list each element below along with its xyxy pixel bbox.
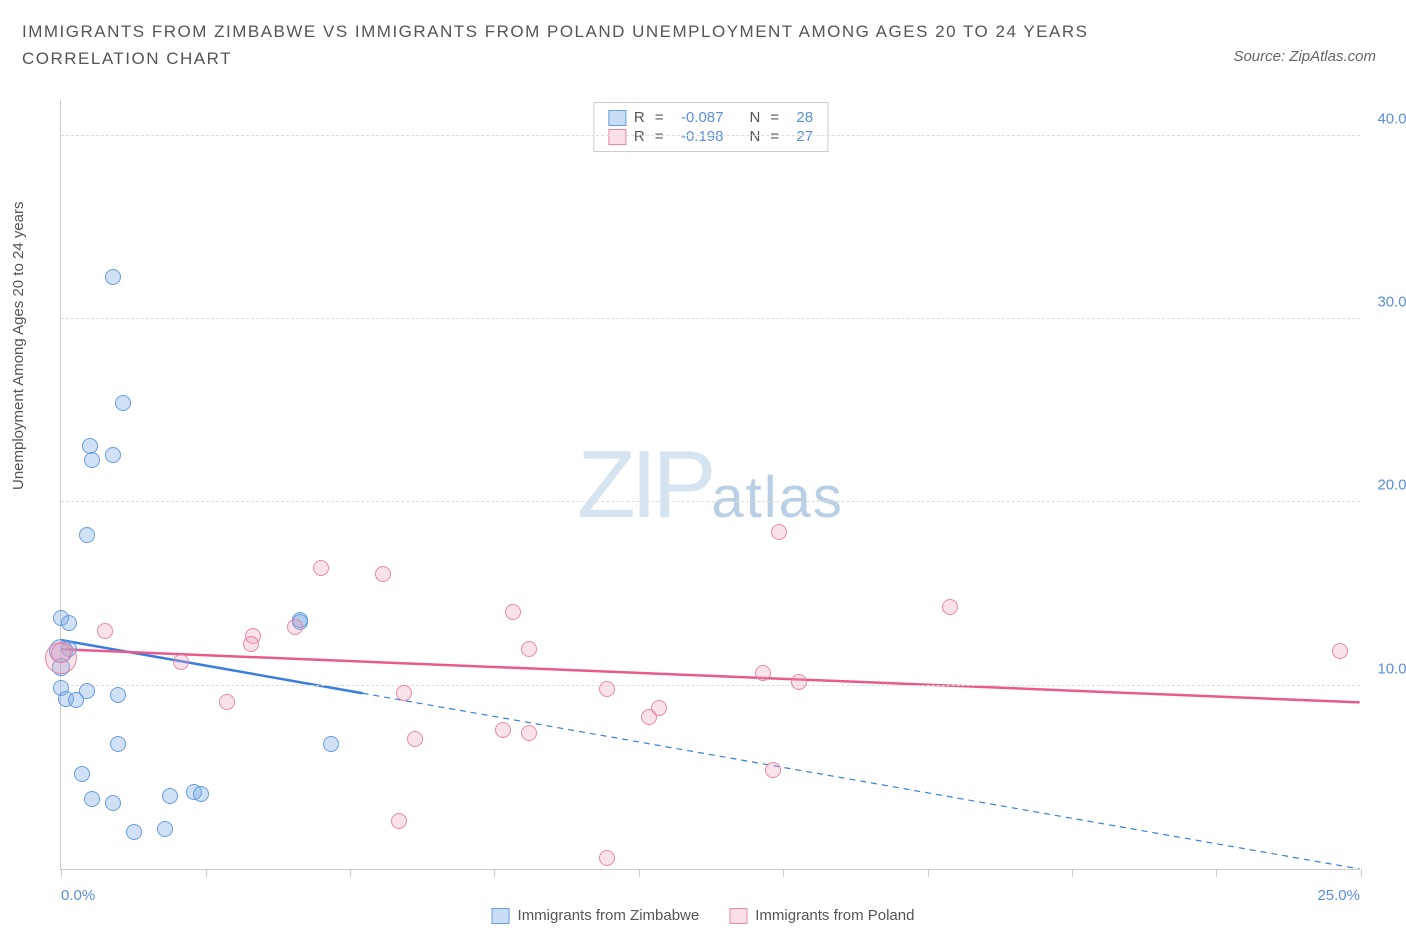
series-legend-item: Immigrants from Zimbabwe	[492, 907, 700, 924]
trend-line-solid	[61, 649, 1359, 702]
xtick	[350, 869, 351, 877]
data-point	[193, 786, 209, 802]
data-point	[651, 700, 667, 716]
y-axis-label: Unemployment Among Ages 20 to 24 years	[10, 201, 27, 490]
xtick	[1216, 869, 1217, 877]
xtick	[1072, 869, 1073, 877]
legend-R-label: R	[634, 109, 645, 126]
data-point	[407, 731, 423, 747]
gridline	[61, 135, 1360, 136]
data-point	[243, 636, 259, 652]
data-point	[755, 665, 771, 681]
legend-row: R=-0.087N=28	[608, 109, 813, 126]
data-point	[942, 599, 958, 615]
data-point	[375, 566, 391, 582]
data-point	[313, 560, 329, 576]
data-point	[791, 674, 807, 690]
data-point	[61, 615, 77, 631]
data-point	[771, 524, 787, 540]
data-point	[323, 736, 339, 752]
data-point	[110, 736, 126, 752]
trend-line-dashed	[363, 693, 1360, 869]
legend-row: R=-0.198N=27	[608, 128, 813, 145]
watermark: ZIPatlas	[577, 430, 844, 540]
xtick	[1361, 869, 1362, 877]
gridline	[61, 318, 1360, 319]
xtick-label-low: 0.0%	[61, 887, 95, 904]
data-point	[105, 447, 121, 463]
trend-lines	[61, 100, 1360, 869]
ytick-label: 20.0%	[1365, 477, 1406, 494]
data-point	[97, 623, 113, 639]
data-point	[391, 813, 407, 829]
data-point	[84, 452, 100, 468]
data-point	[82, 438, 98, 454]
legend-swatch	[492, 908, 510, 924]
data-point	[599, 850, 615, 866]
data-point	[521, 641, 537, 657]
xtick	[928, 869, 929, 877]
xtick	[206, 869, 207, 877]
data-point	[105, 795, 121, 811]
data-point	[1332, 643, 1348, 659]
data-point	[51, 643, 71, 663]
series-name: Immigrants from Poland	[755, 907, 914, 924]
data-point	[173, 654, 189, 670]
xtick	[639, 869, 640, 877]
legend-N-value: 27	[789, 128, 813, 145]
legend-R-label: R	[634, 128, 645, 145]
xtick-label-high: 25.0%	[1317, 887, 1360, 904]
series-name: Immigrants from Zimbabwe	[518, 907, 700, 924]
source-attribution: Source: ZipAtlas.com	[1233, 48, 1376, 65]
data-point	[599, 681, 615, 697]
data-point	[74, 766, 90, 782]
data-point	[79, 527, 95, 543]
legend-N-label: N	[750, 128, 761, 145]
xtick	[61, 869, 62, 877]
data-point	[157, 821, 173, 837]
correlation-legend: R=-0.087N=28R=-0.198N=27	[593, 102, 828, 152]
data-point	[521, 725, 537, 741]
ytick-label: 10.0%	[1365, 660, 1406, 677]
data-point	[287, 619, 303, 635]
data-point	[115, 395, 131, 411]
plot-area: ZIPatlas R=-0.087N=28R=-0.198N=27 10.0%2…	[60, 100, 1360, 870]
gridline	[61, 501, 1360, 502]
xtick	[783, 869, 784, 877]
gridline	[61, 685, 1360, 686]
data-point	[84, 791, 100, 807]
legend-swatch	[608, 110, 626, 126]
data-point	[495, 722, 511, 738]
ytick-label: 30.0%	[1365, 294, 1406, 311]
xtick	[494, 869, 495, 877]
watermark-zip: ZIP	[577, 431, 711, 538]
data-point	[110, 687, 126, 703]
legend-swatch	[729, 908, 747, 924]
data-point	[505, 604, 521, 620]
watermark-atlas: atlas	[711, 465, 844, 530]
ytick-label: 40.0%	[1365, 110, 1406, 127]
data-point	[68, 692, 84, 708]
data-point	[105, 269, 121, 285]
data-point	[219, 694, 235, 710]
data-point	[162, 788, 178, 804]
chart-title: IMMIGRANTS FROM ZIMBABWE VS IMMIGRANTS F…	[22, 18, 1142, 72]
legend-R-value: -0.087	[674, 109, 724, 126]
data-point	[396, 685, 412, 701]
series-legend: Immigrants from Zimbabwe Immigrants from …	[492, 907, 915, 924]
legend-N-label: N	[750, 109, 761, 126]
data-point	[765, 762, 781, 778]
legend-swatch	[608, 129, 626, 145]
legend-R-value: -0.198	[674, 128, 724, 145]
data-point	[126, 824, 142, 840]
series-legend-item: Immigrants from Poland	[729, 907, 914, 924]
legend-N-value: 28	[789, 109, 813, 126]
